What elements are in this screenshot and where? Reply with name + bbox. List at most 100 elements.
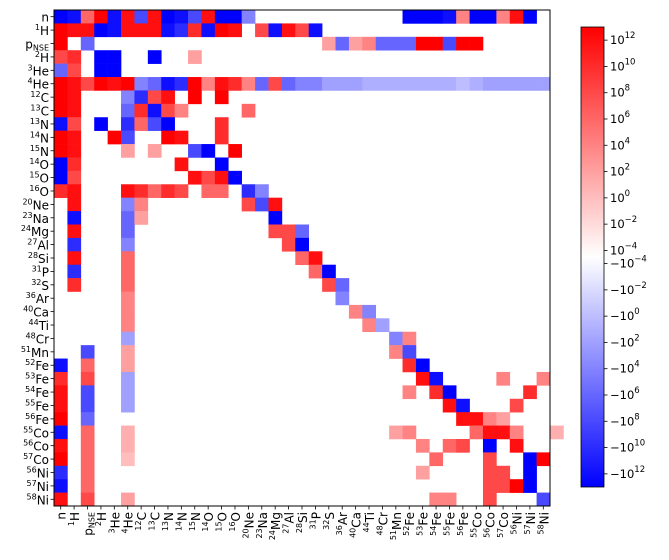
heatmap-cell	[496, 465, 511, 480]
heatmap-cell	[161, 90, 175, 105]
heatmap-cell	[54, 398, 68, 413]
tick-label: 44Ti	[29, 318, 49, 333]
heatmap-cell	[54, 117, 68, 131]
tick-label: 4He	[120, 512, 135, 534]
colorbar-tick-label: −108	[610, 412, 640, 428]
tick-label: 54Fe	[429, 512, 444, 536]
heatmap-cell	[214, 23, 229, 38]
heatmap-cell	[107, 77, 122, 91]
heatmap-cell	[54, 184, 68, 198]
heatmap-cell	[188, 170, 202, 185]
heatmap-cell	[188, 77, 202, 91]
heatmap-cell	[214, 10, 229, 24]
heatmap-cell	[174, 23, 189, 38]
heatmap-cell	[389, 36, 403, 51]
colorbar-tick-label: 104	[610, 136, 630, 152]
heatmap-cell	[469, 10, 484, 24]
heatmap-cell	[121, 197, 135, 212]
colorbar-tick-label: 100	[610, 189, 630, 205]
heatmap-cell	[429, 36, 444, 51]
heatmap-cell	[201, 144, 216, 158]
tick-label: 40Ca	[23, 304, 49, 319]
tick-label: 55Co	[469, 512, 484, 538]
heatmap-cell	[442, 385, 457, 400]
heatmap-cell	[134, 211, 149, 225]
heatmap-cell	[121, 291, 135, 306]
heatmap-cell	[54, 385, 68, 400]
tick-label: 13N	[30, 116, 49, 131]
heatmap-cell	[362, 77, 377, 91]
tick-label: 32S	[31, 277, 49, 292]
heatmap-cell	[509, 77, 524, 91]
heatmap-cell	[107, 50, 122, 64]
heatmap-cell	[121, 304, 135, 319]
heatmap-cell	[134, 90, 149, 105]
heatmap-cell	[54, 438, 68, 453]
heatmap-cell	[147, 117, 162, 131]
heatmap-cell	[121, 10, 135, 24]
tick-label: 27Al	[27, 237, 49, 252]
heatmap-cell	[429, 452, 444, 467]
heatmap-cell	[67, 211, 82, 225]
heatmap-cell	[94, 10, 108, 24]
tick-label: 3He	[28, 63, 50, 78]
heatmap-cell	[214, 184, 229, 198]
heatmap-cell	[188, 144, 202, 158]
tick-label: 13C	[147, 512, 162, 531]
heatmap-cell	[442, 398, 457, 413]
heatmap-cell	[402, 77, 417, 91]
heatmap-cell	[54, 479, 68, 493]
heatmap-cell	[482, 77, 497, 91]
heatmap-cell	[241, 184, 256, 198]
tick-label: 14N	[30, 130, 49, 145]
heatmap-cell	[402, 36, 417, 51]
heatmap-cell	[295, 224, 310, 239]
heatmap-cell	[80, 438, 95, 453]
heatmap-cell	[496, 10, 511, 24]
heatmap-cell	[415, 465, 430, 480]
heatmap-cell	[375, 36, 390, 51]
heatmap-cell	[147, 10, 162, 24]
heatmap-cell	[54, 50, 68, 64]
heatmap-cell	[67, 157, 82, 172]
heatmap-cell	[335, 36, 350, 51]
heatmap-cell	[121, 358, 135, 373]
tick-label: 58Ni	[536, 512, 551, 535]
heatmap-cell	[147, 144, 162, 158]
heatmap-cell	[322, 264, 336, 279]
heatmap-cell	[147, 90, 162, 105]
colorbar-tick-label: −1012	[610, 465, 645, 481]
heatmap-cell	[362, 318, 377, 333]
colorbar-tick-label: 106	[610, 110, 630, 126]
heatmap-cell	[389, 345, 403, 359]
heatmap-cell	[496, 77, 511, 91]
heatmap-cell	[255, 23, 269, 38]
heatmap-cell	[121, 184, 135, 198]
heatmap-cell	[80, 398, 95, 413]
heatmap-cell	[67, 10, 82, 24]
heatmap-cell	[67, 237, 82, 252]
heatmap-cell	[402, 331, 417, 346]
tick-label: 31P	[32, 264, 49, 279]
tick-label: 12C	[134, 512, 149, 531]
tick-label: 13C	[30, 103, 49, 118]
heatmap-cell	[241, 77, 256, 91]
heatmap-cell	[54, 36, 68, 51]
heatmap-cell	[147, 77, 162, 91]
heatmap-cell	[415, 77, 430, 91]
heatmap-cell	[308, 77, 323, 91]
tick-label: 54Fe	[25, 385, 49, 400]
colorbar-tick-label: −106	[610, 386, 640, 402]
heatmap-cell	[67, 77, 82, 91]
heatmap-cell	[134, 10, 149, 24]
heatmap-cell	[482, 465, 497, 480]
heatmap-cell	[54, 465, 68, 480]
heatmap-cell	[281, 23, 296, 38]
heatmap-cell	[54, 425, 68, 440]
tick-label: 24Mg	[21, 224, 49, 239]
heatmap-cell	[415, 10, 430, 24]
heatmap-cell	[121, 144, 135, 158]
heatmap-cell	[121, 452, 135, 467]
heatmap-cell	[281, 77, 296, 91]
heatmap-cell	[147, 50, 162, 64]
